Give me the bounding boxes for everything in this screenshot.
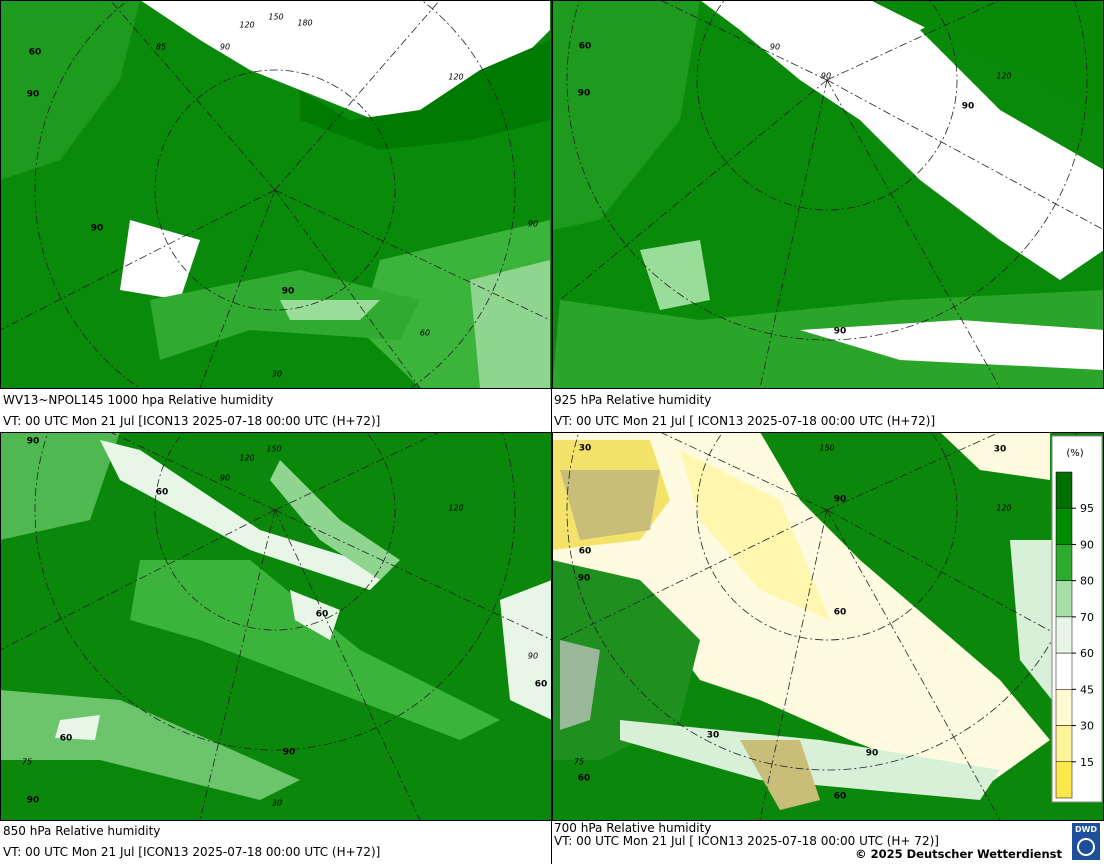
legend-swatch	[1055, 761, 1073, 799]
contour-label: 60	[29, 48, 42, 58]
grid-label: 75	[22, 758, 32, 767]
legend-swatch	[1055, 507, 1073, 545]
logo: DWD	[1072, 823, 1100, 860]
contour-label: 60	[834, 792, 847, 802]
panel-title: WV13~NPOL145 1000 hpa Relative humidity	[3, 393, 273, 407]
contour-label: 30	[994, 445, 1007, 455]
grid-label: 180	[297, 19, 312, 28]
panel-title: 850 hPa Relative humidity	[3, 824, 160, 838]
contour-label: 90	[578, 89, 591, 99]
panel-valid-time: VT: 00 UTC Mon 21 Jul [ ICON13 2025-07-1…	[554, 414, 935, 428]
contour-label: 60	[834, 608, 847, 618]
grid-label: 30	[272, 799, 282, 808]
legend-label: 45	[1080, 683, 1094, 696]
legend-label: 60	[1080, 647, 1094, 660]
legend-label: 90	[1080, 538, 1094, 551]
legend-swatch	[1055, 689, 1073, 726]
grid-label: 150	[268, 13, 283, 22]
contour-label: 90	[282, 287, 295, 297]
grid-label: 150	[266, 445, 281, 454]
legend-unit: (%)	[1066, 448, 1083, 459]
contour-label: 90	[834, 495, 847, 505]
legend-label: 95	[1080, 502, 1094, 515]
panel-valid-time: VT: 00 UTC Mon 21 Jul [ICON13 2025-07-18…	[3, 845, 380, 859]
legend-label: 70	[1080, 611, 1094, 624]
contour-label: 90	[27, 90, 40, 100]
map-panel	[1, 1, 551, 388]
contour-label: 90	[866, 749, 879, 759]
contour-label: 60	[535, 680, 548, 690]
contour-label: 90	[962, 102, 975, 112]
legend-label: 15	[1080, 756, 1094, 769]
grid-label: 120	[996, 72, 1011, 81]
contour-label: 90	[578, 574, 591, 584]
panel-valid-time: VT: 00 UTC Mon 21 Jul [ ICON13 2025-07-1…	[554, 834, 939, 848]
contour-label: 90	[834, 327, 847, 337]
contour-label: 60	[578, 774, 591, 784]
contour-label: 60	[579, 547, 592, 557]
grid-label: 90	[528, 220, 538, 229]
panel-title: 700 hPa Relative humidity	[554, 821, 711, 835]
legend-swatch	[1055, 616, 1073, 654]
grid-label: 90	[770, 43, 780, 52]
contour-label: 60	[420, 329, 430, 338]
legend-swatch	[1055, 471, 1073, 509]
grid-label: 120	[239, 454, 254, 463]
contour-label: 90	[283, 748, 296, 758]
footer: © 2025 Deutscher Wetterdienst	[855, 847, 1062, 861]
grid-label: 120	[996, 504, 1011, 513]
map-panel	[553, 433, 1103, 820]
contour-label: 60	[156, 488, 169, 498]
contour-label: 60	[579, 42, 592, 52]
contour-label: 60	[316, 610, 329, 620]
contour-label: 30	[579, 444, 592, 454]
grid-label: 120	[448, 73, 463, 82]
map-panel	[553, 1, 1103, 388]
grid-label: 85	[156, 43, 166, 52]
contour-label: 60	[60, 734, 73, 744]
legend-label: 30	[1080, 720, 1094, 733]
grid-label: 90	[220, 474, 230, 483]
legend-swatch	[1055, 544, 1073, 581]
grid-label: 90	[528, 652, 538, 661]
contour-label: 90	[27, 796, 40, 806]
contour-label: 90	[27, 437, 40, 447]
contour-label: 90	[91, 224, 104, 234]
grid-label: 75	[574, 758, 584, 767]
panel-title: 925 hPa Relative humidity	[554, 393, 711, 407]
grid-label: 150	[819, 444, 834, 453]
logo-text: DWD	[1075, 825, 1097, 834]
contour-label: 30	[707, 731, 720, 741]
legend-swatch	[1055, 580, 1073, 618]
grid-label: 90	[821, 72, 831, 81]
legend-swatch	[1055, 725, 1073, 763]
contour-label: 30	[272, 370, 282, 379]
legend: (%) 95 90 80 70 60 45 30 15	[1051, 435, 1103, 803]
legend-label: 80	[1080, 575, 1094, 588]
map-panel	[1, 433, 551, 820]
grid-label: 120	[239, 21, 254, 30]
grid-label: 90	[220, 43, 230, 52]
panel-labels: 60 90 90 90 60 30 85 90 120 150 180 120 …	[22, 13, 1012, 808]
grid-label: 120	[448, 504, 463, 513]
panel-valid-time: VT: 00 UTC Mon 21 Jul [ICON13 2025-07-18…	[3, 414, 380, 428]
legend-swatch	[1055, 652, 1073, 690]
